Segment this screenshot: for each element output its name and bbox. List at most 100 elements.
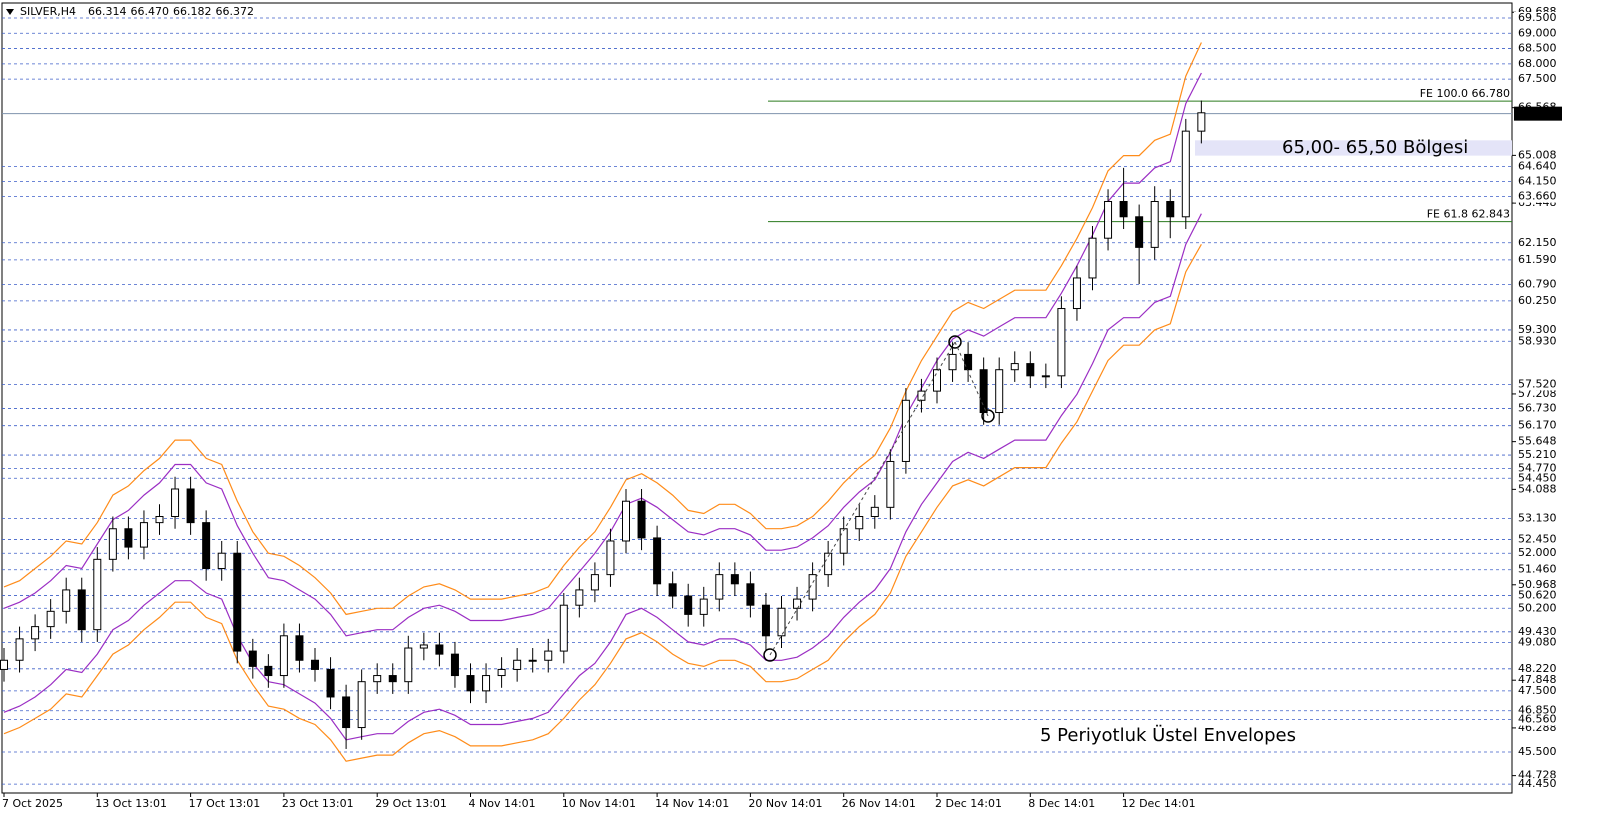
candle-body (1135, 216, 1144, 248)
candle-body (139, 522, 148, 548)
quote-value: 66.182 (173, 5, 212, 18)
level-label-bg (1514, 625, 1562, 638)
x-tick-label: 26 Nov 14:01 (842, 797, 916, 810)
candle-body (1119, 200, 1128, 218)
candle-body (46, 610, 55, 628)
candle-body (217, 552, 226, 570)
level-label-bg (1514, 42, 1562, 55)
level-label: 68.500 (1518, 42, 1557, 55)
level-label: 57.520 (1518, 377, 1557, 390)
y-tick-label: 50.968 (1518, 578, 1557, 591)
level-label-bg (1514, 323, 1562, 336)
y-tick-label: 65.008 (1518, 148, 1557, 161)
level-label: 56.170 (1518, 419, 1557, 432)
level-label-bg (1514, 335, 1562, 348)
level-label: 49.080 (1518, 636, 1557, 649)
candle-body (31, 626, 40, 640)
level-label-bg (1514, 472, 1562, 485)
candle-body (124, 528, 133, 548)
candle-body (808, 574, 817, 600)
candle-body (715, 574, 724, 600)
level-label-bg (1514, 160, 1562, 173)
quote-value: 66.372 (216, 5, 255, 18)
candle-body (1150, 200, 1159, 248)
candle-body (839, 528, 848, 554)
candle-body (15, 638, 24, 661)
candle-body (450, 653, 459, 677)
candle-body (559, 604, 568, 652)
level-label-bg (1514, 278, 1562, 291)
level-label: 54.450 (1518, 471, 1557, 484)
level-label-bg (1514, 449, 1562, 462)
candle-body (699, 598, 708, 615)
candle-body (590, 574, 599, 591)
level-label: 47.500 (1518, 684, 1557, 697)
level-label: 64.150 (1518, 175, 1557, 188)
swing-marker (981, 409, 995, 423)
candle-body (155, 516, 164, 524)
candle-body (528, 659, 537, 662)
candle-body (404, 647, 413, 683)
level-label-bg (1514, 589, 1562, 602)
candle-body (544, 650, 553, 661)
level-label-bg (1514, 175, 1562, 188)
level-label: 56.730 (1518, 402, 1557, 415)
level-label-bg (1514, 27, 1562, 40)
candle-body (1181, 130, 1190, 218)
zone-band (1195, 140, 1512, 156)
x-tick-label: 20 Nov 14:01 (748, 797, 822, 810)
candle-body (761, 604, 770, 637)
level-label-bg (1514, 684, 1562, 697)
candle-body (202, 522, 211, 570)
candle-body (1197, 112, 1206, 132)
level-label: 69.500 (1518, 11, 1557, 24)
annotation: 5 Periyotluk Üstel Envelopes (1040, 724, 1296, 746)
level-label-bg (1514, 57, 1562, 70)
candle-body (855, 516, 864, 530)
candle-body (466, 675, 475, 692)
x-tick-label: 14 Nov 14:01 (655, 797, 729, 810)
candle-body (824, 552, 833, 576)
candle-body (622, 500, 630, 542)
candle-body (264, 665, 273, 677)
envelope-line (3, 42, 1202, 616)
candle-body (497, 668, 506, 677)
candle-body (295, 635, 304, 661)
candle-body (933, 369, 941, 392)
y-tick-label: 55.648 (1518, 435, 1557, 448)
x-tick-label: 2 Dec 14:01 (935, 797, 1002, 810)
level-label: 44.450 (1518, 777, 1557, 790)
candle-body (684, 595, 693, 615)
candle-body (171, 488, 180, 518)
level-label: 50.200 (1518, 601, 1557, 614)
candle-body (1072, 277, 1081, 310)
candle-body (1057, 308, 1066, 377)
candle-body (746, 583, 755, 606)
menu-triangle[interactable] (6, 9, 14, 15)
x-tick-label: 12 Dec 14:01 (1122, 797, 1196, 810)
x-tick-label: 8 Dec 14:01 (1028, 797, 1095, 810)
current-price-box (1514, 106, 1562, 121)
fe-label: FE 61.8 62.843 (1427, 208, 1510, 221)
candle-body (357, 681, 366, 729)
zone-label: 65,00- 65,50 Bölgesi (1282, 137, 1468, 158)
envelope-line (3, 213, 1202, 741)
y-tick-label: 47.848 (1518, 673, 1557, 686)
candle-body (793, 598, 802, 609)
x-tick-label: 17 Oct 13:01 (189, 797, 261, 810)
level-label: 52.000 (1518, 546, 1557, 559)
axis-layer: 44.72846.28847.84850.96854.08855.64857.2… (2, 5, 1562, 810)
candle-body (575, 589, 584, 606)
level-label: 49.430 (1518, 625, 1557, 638)
symbol: SILVER,H4 (20, 5, 76, 18)
level-label-bg (1514, 236, 1562, 249)
candle-body (186, 488, 195, 524)
level-label-bg (1514, 402, 1562, 415)
candle-body (653, 537, 662, 585)
x-tick-label: 4 Nov 14:01 (469, 797, 536, 810)
level-label-bg (1514, 662, 1562, 675)
level-label-bg (1514, 378, 1562, 391)
candle-body (93, 558, 102, 631)
candle-body (870, 506, 879, 518)
envelope-line (3, 244, 1202, 762)
